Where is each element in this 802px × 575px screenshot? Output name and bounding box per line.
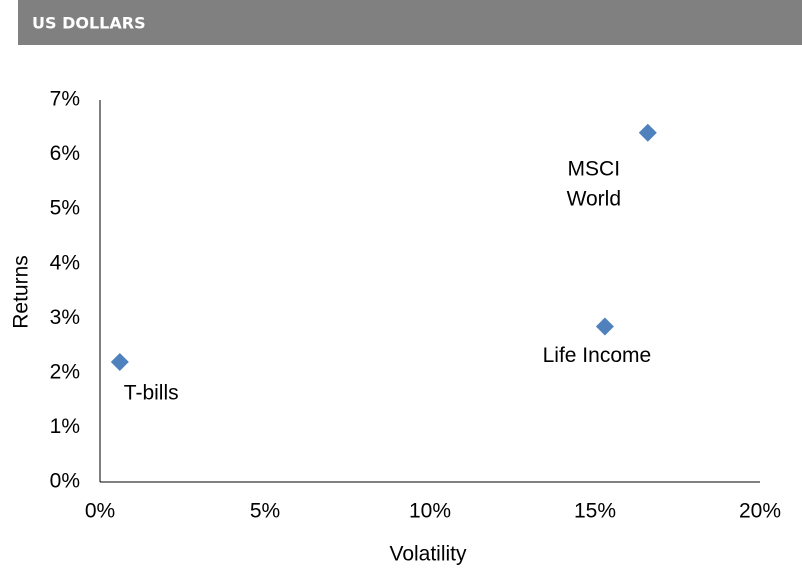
point (110, 352, 129, 371)
header-title: US DOLLARS (32, 14, 146, 33)
y-tick-label: 2% (50, 360, 80, 383)
point (595, 317, 614, 336)
point-label: Life Income (543, 344, 652, 367)
point (638, 123, 657, 142)
point-label: T-bills (124, 381, 179, 404)
point-label: MSCI (568, 157, 621, 180)
point-label: World (567, 187, 621, 210)
y-tick-label: 1% (50, 415, 80, 438)
x-tick-label: 5% (250, 500, 280, 523)
y-tick-label: 5% (50, 197, 80, 220)
x-axis-label: Volatility (389, 543, 467, 566)
x-tick-label: 10% (409, 500, 451, 523)
y-tick-label: 3% (50, 306, 80, 329)
header-bar (18, 0, 802, 45)
y-axis-label: Returns (10, 255, 33, 329)
y-tick-label: 6% (50, 142, 80, 165)
y-tick-label: 7% (50, 88, 80, 111)
x-tick-label: 15% (574, 500, 616, 523)
y-tick-label: 0% (50, 470, 80, 493)
x-tick-label: 20% (739, 500, 781, 523)
y-tick-label: 4% (50, 251, 80, 274)
x-tick-label: 0% (85, 500, 115, 523)
